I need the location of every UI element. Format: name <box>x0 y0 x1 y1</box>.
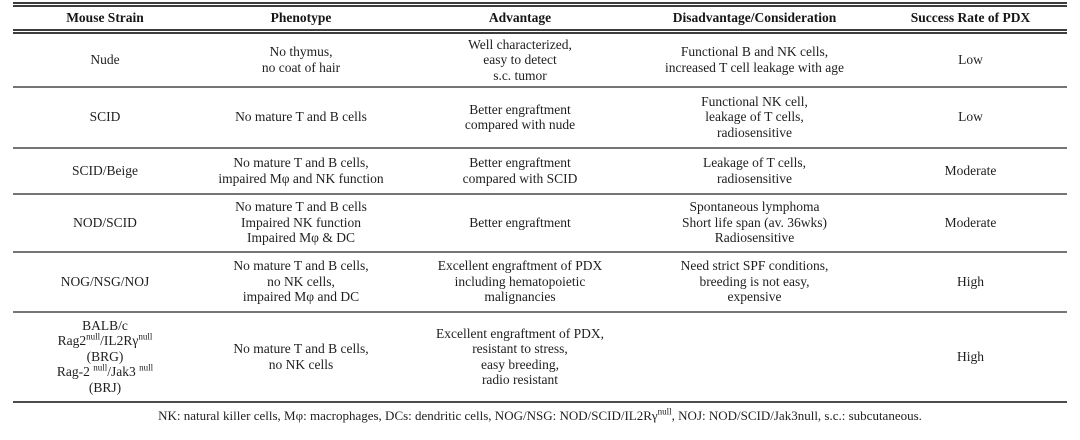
column-header-phenotype: Phenotype <box>270 10 332 25</box>
advantage-cell: Better engraftment compared with nude <box>464 101 576 133</box>
disadvantage-cell: Need strict SPF conditions, breeding is n… <box>680 258 829 305</box>
strain-cell: SCID <box>89 109 121 125</box>
disadvantage-cell: Functional NK cell, leakage of T cells, ra… <box>701 93 808 140</box>
disadvantage-cell <box>635 312 874 402</box>
mouse-strain-table: Mouse Strain Phenotype Advantage Disadva… <box>13 2 1067 403</box>
advantage-cell: Well characterized, easy to detect s.c. tu… <box>468 36 572 83</box>
table-row: NOG/NSG/NOJ No mature T and B cells, no N… <box>13 251 1067 312</box>
phenotype-cell: No thymus, no coat of hair <box>261 44 341 75</box>
column-header-mouse-strain: Mouse Strain <box>66 10 144 25</box>
strain-cell: Nude <box>90 52 120 67</box>
success-rate-cell: Moderate <box>944 162 997 178</box>
strain-cell: BALB/c Rag2null/IL2Rγnull (BRG) Rag-2 null/… <box>56 317 154 395</box>
table-row: BALB/c Rag2null/IL2Rγnull (BRG) Rag-2 null/… <box>13 311 1067 402</box>
table-row: SCID No mature T and B cells Better engr… <box>13 86 1067 148</box>
advantage-cell: Excellent engraftment of PDX including he… <box>437 258 603 305</box>
column-header-advantage: Advantage <box>488 10 552 25</box>
table-row: Nude No thymus, no coat of hair Well char… <box>13 32 1067 87</box>
success-rate-cell: Low <box>958 52 983 67</box>
advantage-cell: Excellent engraftment of PDX, resistant t… <box>436 325 604 388</box>
column-header-disadvantage: Disadvantage/Consideration <box>672 10 837 25</box>
table-row: NOD/SCID No mature T and B cells Impaired… <box>13 193 1067 252</box>
strain-cell: SCID/Beige <box>72 162 138 178</box>
disadvantage-cell: Functional B and NK cells, increased T ce… <box>664 44 845 75</box>
disadvantage-cell: Spontaneous lymphoma Short life span (av.… <box>682 199 827 246</box>
success-rate-cell: High <box>957 348 984 364</box>
table-body: Nude No thymus, no coat of hair Well char… <box>13 32 1067 402</box>
disadvantage-cell: Leakage of T cells, radiosensitive <box>703 155 806 186</box>
phenotype-cell: No mature T and B cells, impaired Mφ and … <box>218 155 384 186</box>
success-rate-cell: Moderate <box>944 214 997 230</box>
phenotype-cell: No mature T and B cells <box>235 109 367 125</box>
table-row: SCID/Beige No mature T and B cells, impai… <box>13 147 1067 194</box>
advantage-cell: Better engraftment <box>469 214 571 230</box>
column-header-success-rate: Success Rate of PDX <box>910 10 1031 25</box>
strain-cell: NOG/NSG/NOJ <box>60 273 150 289</box>
success-rate-cell: High <box>957 273 984 289</box>
table-footnote: NK: natural killer cells, Mφ: macrophage… <box>158 406 922 423</box>
phenotype-cell: No mature T and B cells Impaired NK funct… <box>235 199 367 246</box>
strain-cell: NOD/SCID <box>73 214 137 230</box>
phenotype-cell: No mature T and B cells, no NK cells, impa… <box>233 258 369 305</box>
phenotype-cell: No mature T and B cells, no NK cells <box>233 341 369 372</box>
advantage-cell: Better engraftment compared with SCID <box>462 155 578 186</box>
table-header-row: Mouse Strain Phenotype Advantage Disadva… <box>13 5 1067 32</box>
success-rate-cell: Low <box>958 109 983 125</box>
table-header: Mouse Strain Phenotype Advantage Disadva… <box>13 5 1067 32</box>
